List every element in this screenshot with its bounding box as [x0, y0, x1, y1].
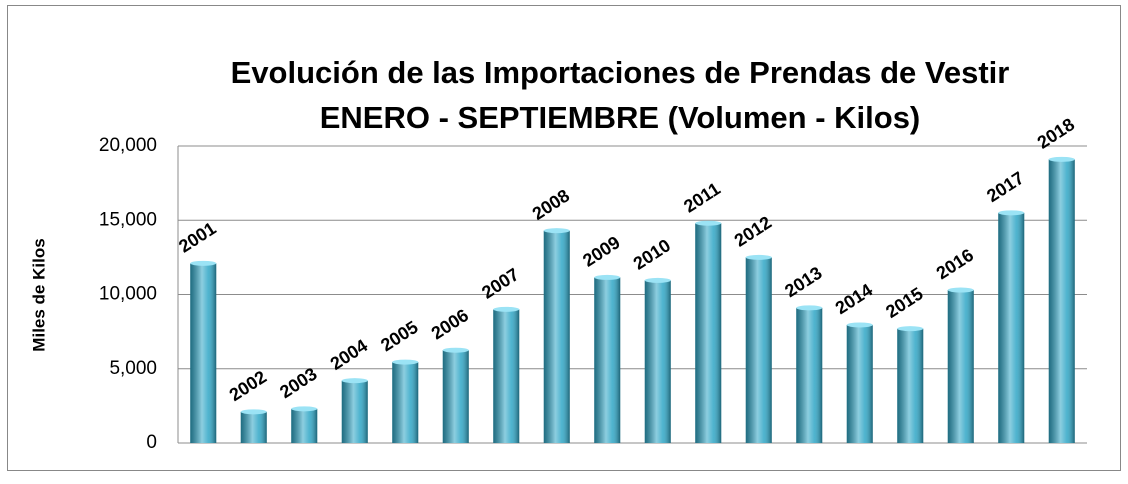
- bar-cap: [190, 260, 217, 266]
- bar-shine: [493, 309, 520, 443]
- bar-shine: [796, 307, 823, 443]
- y-tick-label: 10,000: [99, 284, 157, 305]
- bar-shine: [695, 223, 722, 443]
- bar-cap: [493, 306, 520, 312]
- bar-shine: [745, 257, 772, 443]
- bar-cap: [644, 277, 671, 283]
- bar-shine: [644, 280, 671, 443]
- bar-shine: [998, 212, 1025, 443]
- bar-shine: [341, 380, 368, 443]
- bar-shine: [291, 408, 318, 443]
- bar-shine: [190, 263, 217, 443]
- bar-cap: [745, 254, 772, 260]
- bar-cap: [1048, 156, 1075, 162]
- bar-shine: [240, 411, 267, 443]
- bar-shine: [392, 362, 419, 443]
- bar-cap: [594, 274, 621, 280]
- bar-cap: [846, 322, 873, 328]
- bar-cap: [998, 210, 1025, 216]
- chart-title: Evolución de las Importaciones de Prenda…: [231, 55, 1010, 90]
- y-tick-label: 5,000: [109, 358, 157, 379]
- bar-cap: [897, 326, 924, 332]
- bar-shine: [594, 277, 621, 443]
- y-tick-label: 15,000: [99, 209, 157, 230]
- bar-cap: [240, 409, 267, 415]
- bar-cap: [392, 359, 419, 365]
- bar-cap: [695, 220, 722, 226]
- y-tick-label: 0: [146, 432, 157, 453]
- y-tick-label: 20,000: [99, 135, 157, 156]
- bar-shine: [442, 350, 469, 443]
- bar-shine: [897, 328, 924, 443]
- chart-subtitle: ENERO - SEPTIEMBRE (Volumen - Kilos): [320, 100, 921, 135]
- bar-cap: [291, 406, 318, 412]
- bar-cap: [947, 287, 974, 293]
- bar-shine: [1048, 159, 1075, 444]
- bar-shine: [846, 324, 873, 443]
- bar-cap: [543, 228, 570, 234]
- y-axis-title: Miles de Kilos: [29, 238, 48, 351]
- bar-cap: [341, 378, 368, 384]
- bar-shine: [543, 230, 570, 443]
- bar-shine: [947, 290, 974, 443]
- bar-cap: [796, 305, 823, 311]
- bar-cap: [442, 347, 469, 353]
